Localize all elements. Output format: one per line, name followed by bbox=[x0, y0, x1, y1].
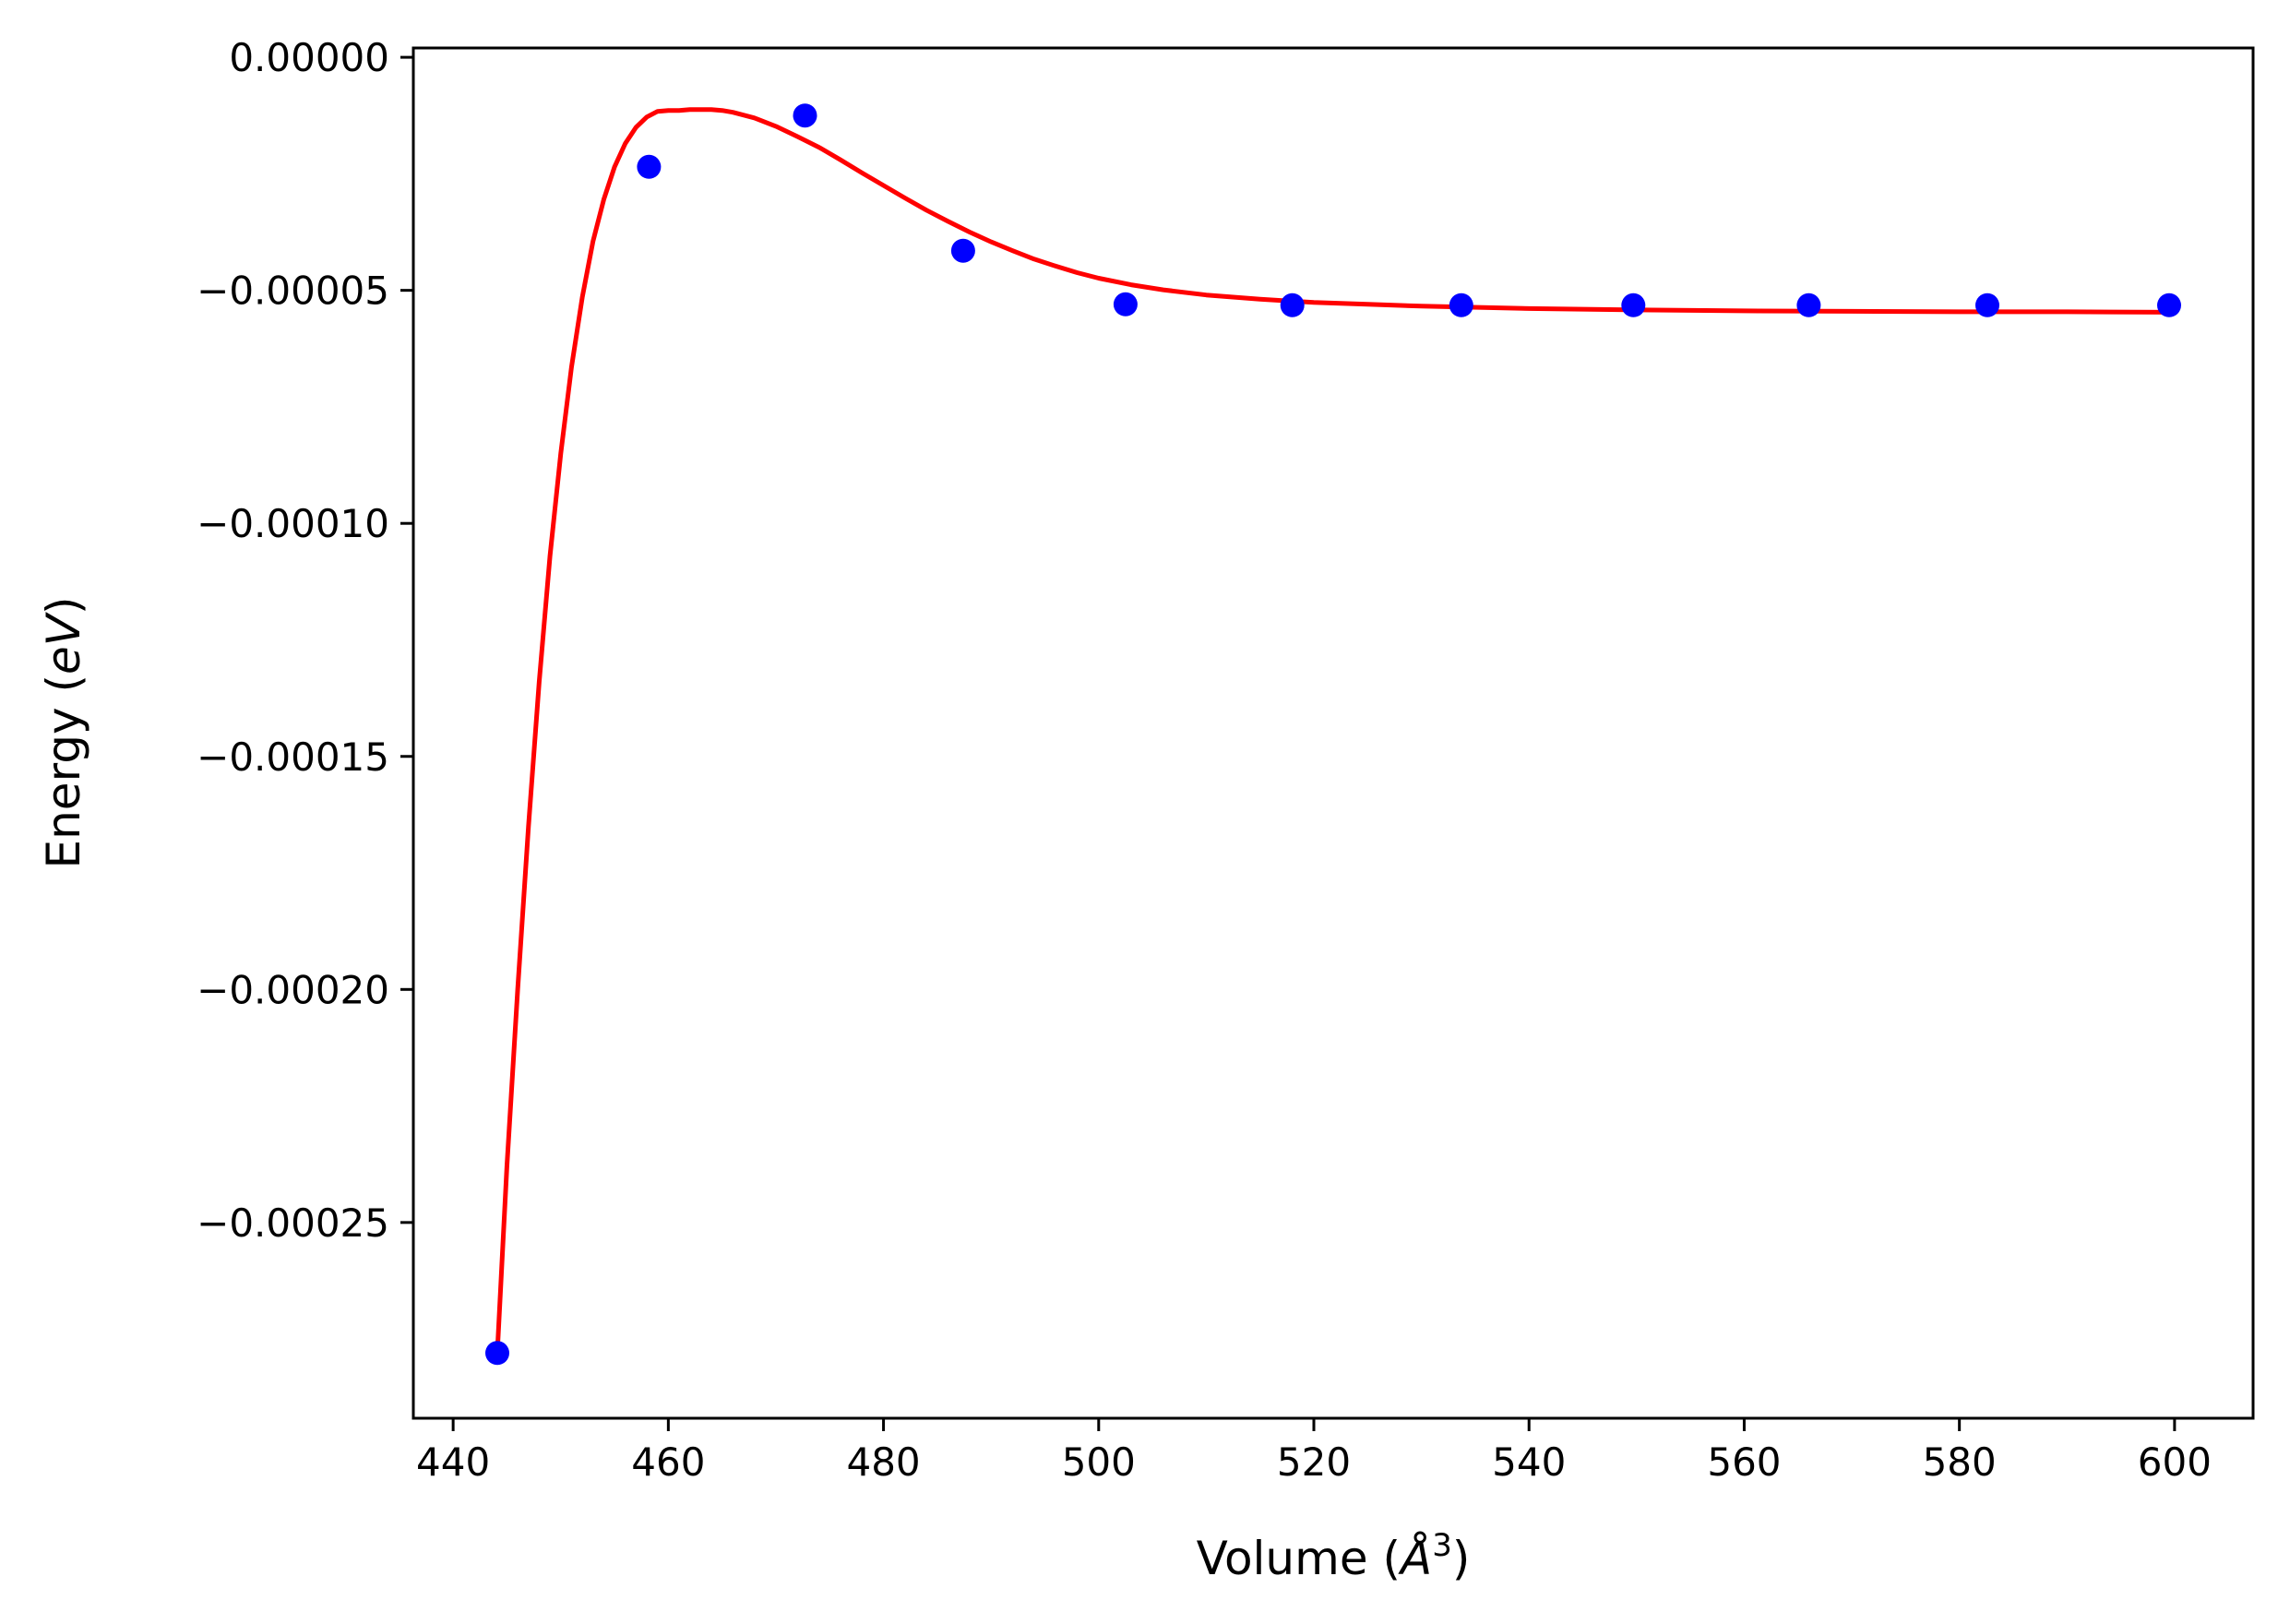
x-tick-label: 560 bbox=[1707, 1439, 1781, 1485]
x-tick-label: 520 bbox=[1277, 1439, 1351, 1485]
y-axis-label: Energy (eV) bbox=[37, 597, 90, 869]
y-tick-label: −0.00005 bbox=[197, 269, 389, 314]
y-tick-label: 0.00000 bbox=[229, 35, 389, 80]
x-axis-label-text: Volume bbox=[1197, 1532, 1368, 1585]
data-point bbox=[1113, 292, 1138, 316]
plot-layer bbox=[485, 103, 2181, 1366]
y-tick-label: −0.00015 bbox=[197, 734, 389, 780]
data-point bbox=[1449, 293, 1473, 317]
x-axis-unit: Å bbox=[1398, 1532, 1432, 1585]
x-tick-label: 500 bbox=[1062, 1439, 1136, 1485]
data-point bbox=[1280, 293, 1305, 317]
data-point bbox=[1796, 293, 1821, 317]
x-tick-label: 600 bbox=[2138, 1439, 2212, 1485]
plot-frame bbox=[411, 46, 2255, 1420]
x-tick-label: 480 bbox=[846, 1439, 920, 1485]
y-tick-label: −0.00010 bbox=[197, 501, 389, 546]
y-axis-ticks: 0.00000 −0.00005 −0.00010 −0.00015 −0.00020 −… bbox=[197, 35, 413, 1246]
x-tick-label: 460 bbox=[631, 1439, 705, 1485]
data-point bbox=[637, 154, 662, 179]
y-tick-label: −0.00020 bbox=[197, 967, 389, 1012]
data-point bbox=[1975, 293, 1999, 317]
data-point bbox=[1621, 293, 1646, 317]
data-point bbox=[485, 1341, 509, 1366]
x-axis-ticks: 440 460 480 500 520 540 560 580 600 bbox=[416, 1418, 2212, 1485]
y-axis-unit: eV bbox=[37, 611, 90, 675]
data-point bbox=[793, 103, 817, 128]
x-tick-label: 580 bbox=[1923, 1439, 1997, 1485]
y-tick-label: −0.00025 bbox=[197, 1200, 389, 1246]
x-axis-unit-exponent: 3 bbox=[1432, 1527, 1452, 1564]
y-axis-label-text: Energy bbox=[37, 707, 90, 868]
x-tick-label: 440 bbox=[416, 1439, 490, 1485]
data-point bbox=[950, 238, 975, 263]
data-point bbox=[2157, 293, 2181, 317]
fit-curve-line bbox=[495, 107, 2172, 1355]
x-tick-label: 540 bbox=[1492, 1439, 1566, 1485]
x-axis-label: Volume (Å3) bbox=[1197, 1527, 1471, 1585]
